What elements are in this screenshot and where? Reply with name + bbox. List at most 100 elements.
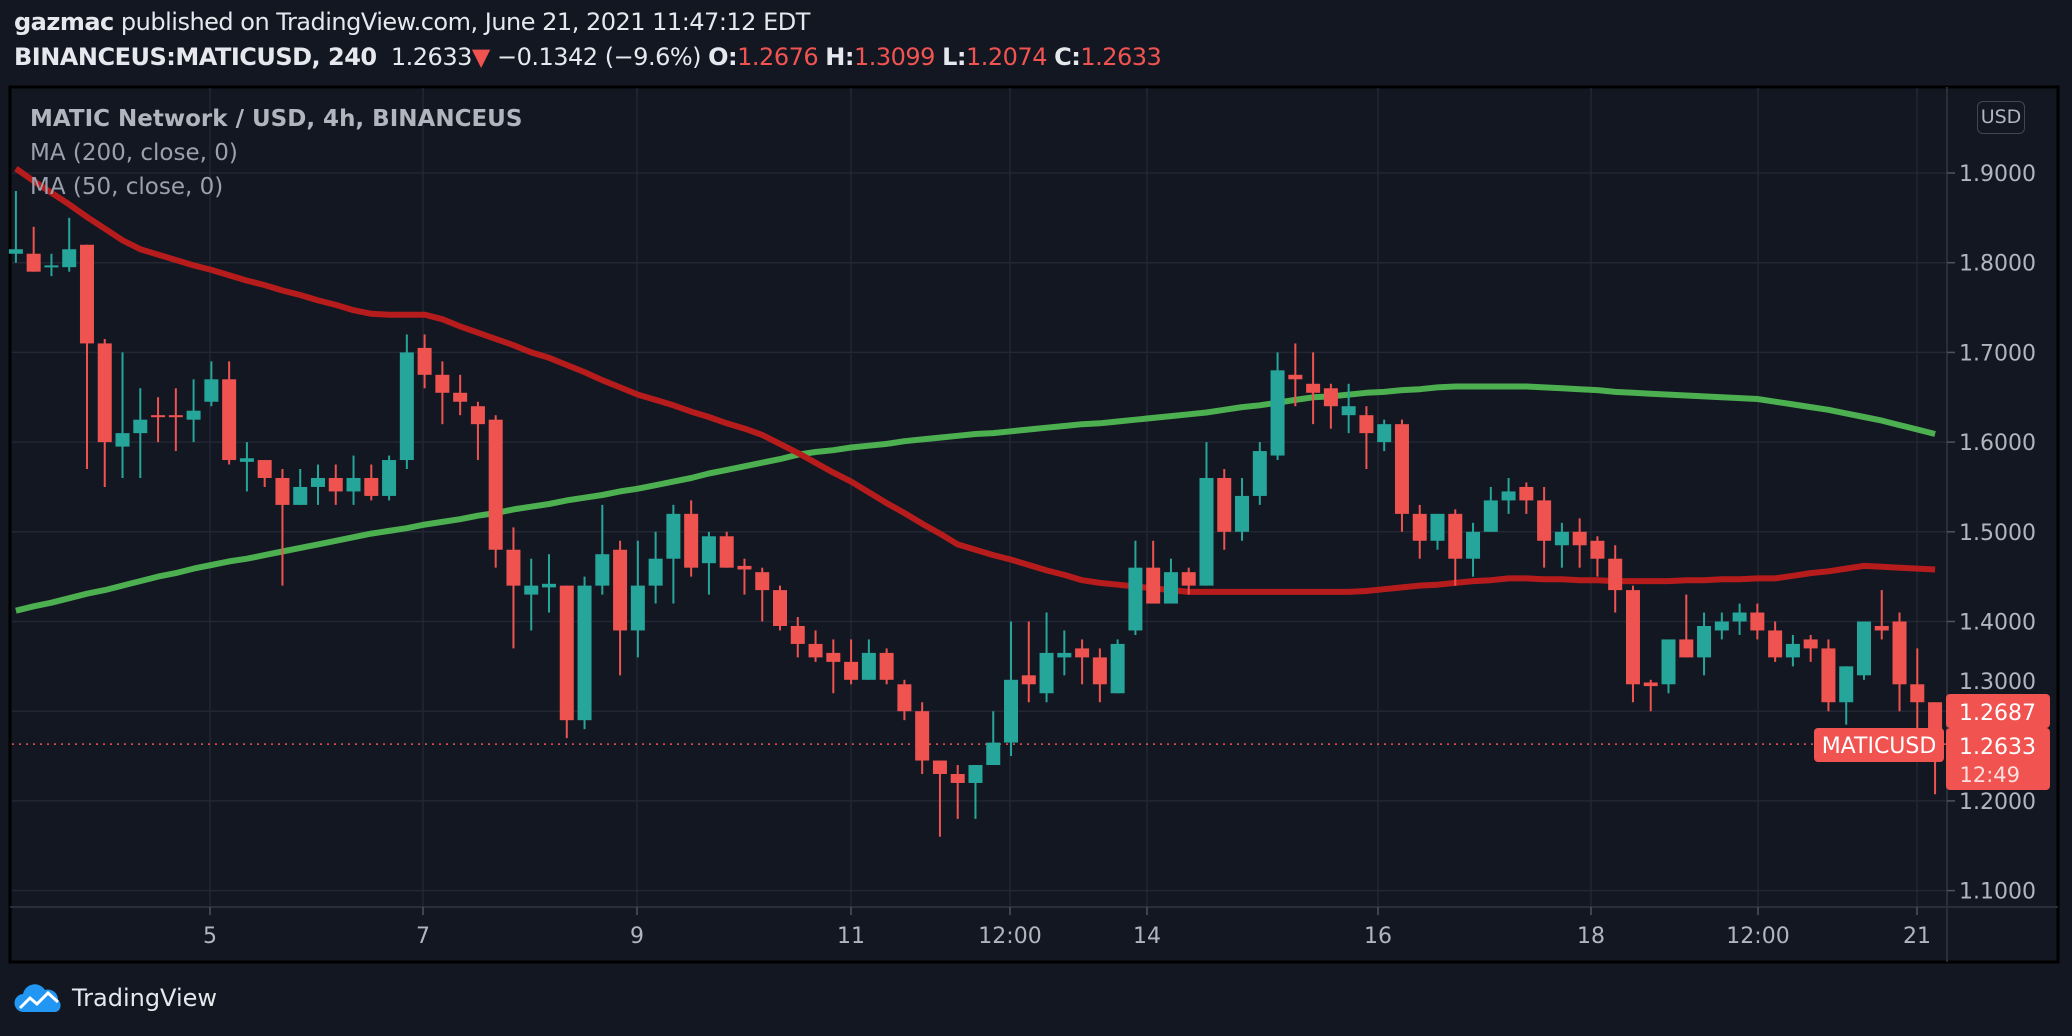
candle-down[interactable] (755, 567, 770, 622)
candle-up[interactable] (1466, 522, 1481, 577)
currency-button[interactable]: USD (1977, 101, 2025, 134)
candle-up[interactable] (1554, 522, 1569, 568)
tradingview-logo[interactable]: TradingView (14, 982, 217, 1014)
candle-down[interactable] (1590, 536, 1605, 577)
candle-down[interactable] (773, 585, 788, 631)
candle-up[interactable] (1697, 612, 1712, 676)
candle-up[interactable] (186, 379, 201, 443)
candle-down[interactable] (97, 338, 112, 487)
candle-up[interactable] (542, 554, 556, 613)
candle-up[interactable] (1732, 603, 1747, 635)
candle-up[interactable] (1341, 383, 1356, 434)
candle-up[interactable] (861, 639, 876, 680)
candle-up[interactable] (293, 469, 308, 505)
candle-down[interactable] (1146, 540, 1161, 604)
candle-down[interactable] (488, 415, 503, 568)
candle-down[interactable] (897, 679, 912, 721)
candle-up[interactable] (595, 504, 610, 595)
candle-up[interactable] (577, 576, 592, 730)
candle-down[interactable] (275, 469, 290, 586)
candle-down[interactable] (1874, 590, 1889, 640)
candle-up[interactable] (1270, 352, 1285, 461)
candle-up[interactable] (62, 217, 77, 272)
candle-down[interactable] (453, 374, 468, 416)
candle-down[interactable] (1519, 482, 1534, 514)
candle-up[interactable] (648, 531, 663, 604)
candle-up[interactable] (133, 388, 148, 478)
candle-down[interactable] (613, 540, 628, 676)
candle-up[interactable] (204, 361, 219, 407)
candle-up[interactable] (968, 765, 983, 819)
candle-down[interactable] (1803, 634, 1818, 662)
candle-down[interactable] (151, 397, 166, 443)
candle-up[interactable] (239, 442, 254, 492)
candle-up[interactable] (701, 531, 716, 595)
candle-down[interactable] (1643, 679, 1658, 712)
candle-up[interactable] (399, 334, 414, 470)
candle-down[interactable] (1306, 352, 1321, 425)
candle-down[interactable] (1217, 469, 1232, 550)
candle-down[interactable] (1679, 594, 1694, 658)
candle-up[interactable] (1057, 630, 1072, 676)
candle-up[interactable] (1235, 477, 1250, 541)
candle-down[interactable] (790, 617, 805, 658)
candle-up[interactable] (8, 190, 23, 263)
candle-up[interactable] (1199, 442, 1214, 586)
candle-up[interactable] (1501, 477, 1516, 514)
candle-down[interactable] (915, 702, 930, 774)
candle-down[interactable] (1572, 518, 1587, 568)
candle-down[interactable] (1821, 639, 1836, 712)
candle-up[interactable] (1377, 419, 1392, 452)
candle-down[interactable] (684, 500, 699, 577)
candle-up[interactable] (1483, 486, 1498, 532)
candle-down[interactable] (808, 630, 823, 662)
candle-down[interactable] (879, 648, 894, 685)
candle-down[interactable] (168, 388, 183, 452)
candle-down[interactable] (1448, 509, 1463, 586)
candle-up[interactable] (1661, 639, 1676, 694)
candle-up[interactable] (1839, 666, 1854, 725)
candle-down[interactable] (470, 401, 485, 461)
candle-down[interactable] (1394, 419, 1409, 532)
candle-down[interactable] (950, 765, 965, 819)
legend-ma-50[interactable]: MA (50, close, 0) (30, 174, 224, 200)
candle-up[interactable] (310, 464, 325, 505)
candle-down[interactable] (417, 334, 432, 389)
candle-down[interactable] (932, 760, 947, 837)
candle-up[interactable] (1785, 634, 1800, 667)
candle-up[interactable] (44, 253, 59, 277)
candle-down[interactable] (1910, 648, 1925, 730)
candle-up[interactable] (524, 558, 539, 631)
candle-up[interactable] (630, 540, 645, 658)
candle-down[interactable] (435, 361, 450, 425)
candle-down[interactable] (1768, 621, 1783, 662)
candle-down[interactable] (1412, 504, 1427, 559)
candle-up[interactable] (986, 711, 1001, 766)
candle-up[interactable] (1714, 612, 1729, 640)
candle-down[interactable] (1021, 621, 1036, 703)
candle-up[interactable] (1039, 612, 1054, 703)
candle-down[interactable] (1750, 603, 1765, 640)
candle-down[interactable] (1075, 639, 1090, 685)
candle-down[interactable] (1288, 343, 1303, 407)
legend-ma-200[interactable]: MA (200, close, 0) (30, 140, 238, 166)
candle-down[interactable] (844, 639, 859, 685)
candle-down[interactable] (1323, 383, 1338, 429)
candle-up[interactable] (1128, 540, 1143, 635)
candle-down[interactable] (1892, 612, 1907, 712)
candle-up[interactable] (1110, 639, 1125, 694)
candle-down[interactable] (1625, 585, 1640, 703)
candle-down[interactable] (1608, 545, 1623, 613)
candle-down[interactable] (506, 527, 521, 649)
candle-down[interactable] (79, 244, 94, 470)
candle-down[interactable] (737, 558, 752, 595)
candle-down[interactable] (257, 460, 272, 487)
candle-up[interactable] (346, 455, 361, 505)
candle-down[interactable] (719, 531, 734, 568)
candle-up[interactable] (382, 455, 397, 501)
candle-down[interactable] (328, 464, 343, 505)
candle-down[interactable] (1092, 648, 1107, 703)
candle-up[interactable] (1004, 621, 1019, 757)
candle-up[interactable] (1163, 558, 1178, 604)
